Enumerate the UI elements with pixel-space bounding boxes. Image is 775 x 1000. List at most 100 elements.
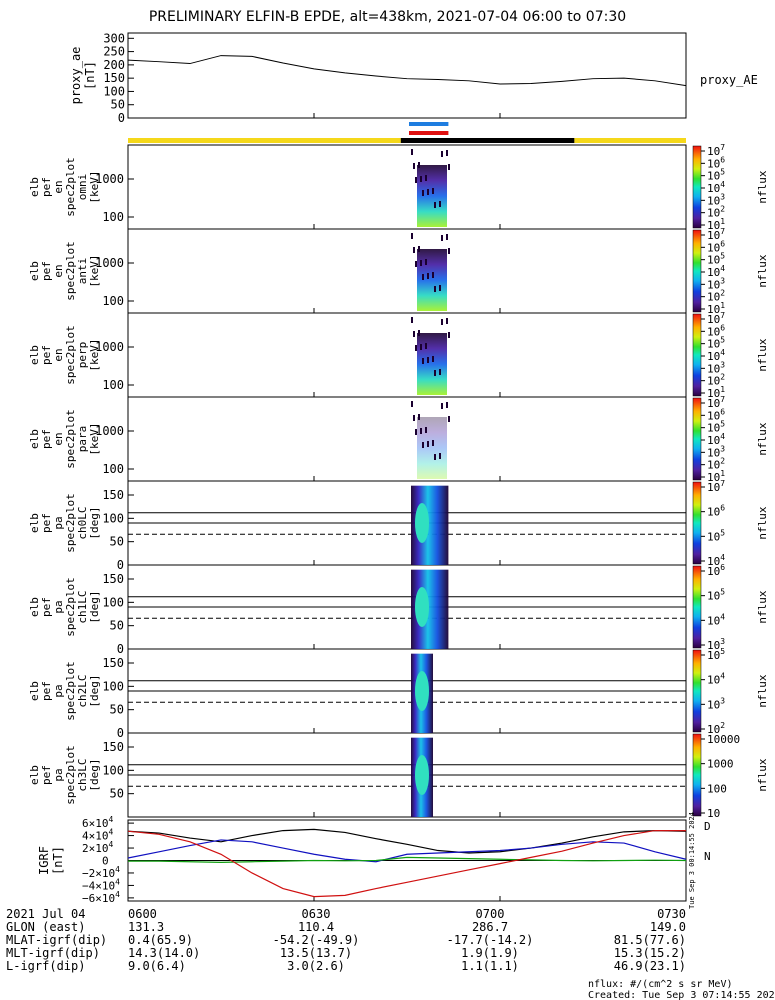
colorbar-tick-label-exponent: 5	[720, 647, 725, 656]
proxy-ae-ytick-label: 50	[111, 98, 125, 112]
colorbar-tick-label-exponent: 7	[720, 143, 725, 152]
info-row-value: 81.5(77.6)	[614, 933, 686, 947]
colorbar-tick-label-mantissa: 10	[707, 434, 720, 447]
colorbar-tick-label-mantissa: 10	[707, 375, 720, 388]
spectrogram-ylabel: pa	[52, 600, 65, 613]
igrf-ytick-label: 4×104	[82, 828, 114, 843]
spectrogram-ylabel: pef	[40, 597, 53, 617]
colorbar-tick-label: 104	[707, 612, 725, 627]
info-row-value: 0.4(65.9)	[128, 933, 193, 947]
colorbar-tick-label: 106	[707, 239, 725, 254]
colorbar-tick-label-mantissa: 10	[707, 723, 720, 736]
science-marker-bar	[409, 122, 449, 126]
colorbar-tick-label-mantissa: 10	[707, 555, 720, 568]
proxy-ae-ytick-label: 250	[103, 45, 125, 59]
spectrogram-noise-pixel	[420, 176, 422, 182]
colorbar-tick-label-mantissa: 10	[707, 338, 720, 351]
spectrogram-ylabel: [keV]	[88, 422, 101, 455]
colorbar-tick-label: 107	[707, 311, 725, 326]
colorbar-tick-label: 103	[707, 276, 725, 291]
colorbar-tick-label-exponent: 4	[720, 180, 725, 189]
igrf-label-n: N	[704, 850, 711, 863]
colorbar-tick-label-mantissa: 10	[707, 182, 720, 195]
spectrogram-ylabel: elb	[28, 681, 41, 701]
colorbar-tick-label: 104	[707, 432, 725, 447]
spectrogram-ylabel: [deg]	[88, 590, 101, 623]
proxy-ae-legend: proxy_AE	[700, 73, 758, 87]
colorbar-tick-label: 10	[707, 807, 720, 820]
spectrogram-noise-pixel	[415, 261, 417, 267]
spectrogram-ylabel: [deg]	[88, 758, 101, 791]
colorbar-tick-label: 106	[707, 323, 725, 338]
spectrogram-ylabel: anti	[76, 258, 89, 285]
igrf-ytick-label-exponent: 4	[109, 840, 114, 849]
colorbar-tick-label-mantissa: 10	[707, 207, 720, 220]
igrf-ytick-label-exponent: 4	[109, 828, 114, 837]
spectrogram-noise-pixel	[434, 286, 436, 292]
colorbar-tick-label-exponent: 2	[720, 289, 725, 298]
spectrogram-ytick-label: 100	[102, 210, 124, 224]
colorbar-tick-label-exponent: 7	[720, 227, 725, 236]
igrf-ytick-label-mantissa: 2×10	[82, 842, 109, 855]
colorbar-tick-label-mantissa: 10	[707, 459, 720, 472]
igrf-label-d: D	[704, 820, 711, 833]
spectrogram-ytick-label: 100	[102, 462, 124, 476]
colorbar-tick-label: 105	[707, 647, 725, 662]
colorbar-tick-label-mantissa: 10	[707, 303, 720, 316]
colorbar-tick-label: 105	[707, 420, 725, 435]
proxy-ae-line	[127, 55, 687, 87]
igrf-line-blue	[127, 839, 687, 863]
spectrogram-noise-pixel	[415, 429, 417, 435]
info-row-label: MLAT-igrf(dip)	[6, 933, 107, 947]
colorbar-tick-label-mantissa: 10	[707, 422, 720, 435]
colorbar-tick-label-exponent: 3	[720, 637, 725, 646]
colorbar-tick-label-exponent: 5	[720, 168, 725, 177]
colorbar-tick-label-mantissa: 10	[707, 409, 720, 422]
igrf-ytick-label: 6×104	[82, 815, 114, 830]
colorbar-label: nflux	[756, 674, 769, 707]
colorbar-tick-label-mantissa: 10	[707, 481, 720, 494]
spectrogram-noise-pixel	[432, 272, 434, 278]
colorbar-label: nflux	[756, 422, 769, 455]
spectrogram-noise-pixel	[441, 319, 443, 325]
colorbar-tick-label: 104	[707, 264, 725, 279]
pitch-angle-core	[415, 503, 429, 543]
colorbar-tick-label-mantissa: 10000	[707, 733, 740, 746]
colorbar-label: nflux	[756, 758, 769, 791]
colorbar-label: nflux	[756, 254, 769, 287]
info-row-label: MLT-igrf(dip)	[6, 946, 100, 960]
proxy-ae-ytick-label: 300	[103, 31, 125, 45]
spectrogram-noise-pixel	[446, 150, 448, 156]
colorbar-tick-label-mantissa: 10	[707, 313, 720, 326]
colorbar-tick-label-mantissa: 10	[707, 387, 720, 400]
colorbar-tick-label-exponent: 4	[720, 672, 725, 681]
info-row-label: GLON (east)	[6, 920, 85, 934]
spectrogram-ytick-label: 1000	[95, 340, 124, 354]
colorbar-tick-label-mantissa: 10	[707, 157, 720, 170]
spectrogram-ylabel: spec2plot	[64, 157, 77, 217]
spectrogram-ylabel: spec2plot	[64, 661, 77, 721]
orbit-bar-segment	[574, 138, 686, 143]
igrf-ylabel: [nT]	[51, 846, 65, 875]
colorbar-tick-label-exponent: 6	[720, 563, 725, 572]
colorbar-tick-label-mantissa: 100	[707, 782, 727, 795]
colorbar-tick-label: 101	[707, 385, 725, 400]
igrf-line-red	[127, 829, 686, 898]
colorbar-tick-label: 105	[707, 168, 725, 183]
spectrogram-ylabel: pef	[40, 765, 53, 785]
info-row-value: -54.2(-49.9)	[273, 933, 360, 947]
spectrogram-ylabel: pef	[40, 429, 53, 449]
colorbar-tick-label-mantissa: 10	[707, 362, 720, 375]
spectrogram-noise-pixel	[413, 163, 415, 169]
colorbar-tick-label-exponent: 1	[720, 469, 725, 478]
colorbar-tick-label: 105	[707, 252, 725, 267]
igrf-ytick-label-mantissa: −4×10	[82, 879, 115, 892]
spectrogram-noise-pixel	[439, 201, 441, 207]
spectrogram-noise-pixel	[418, 414, 420, 420]
info-row-value: 3.0(2.6)	[287, 959, 345, 973]
spectrogram-ytick-label: 50	[110, 619, 124, 633]
spectrogram-noise-pixel	[413, 415, 415, 421]
spectrogram-ylabel: spec2plot	[64, 325, 77, 385]
spectrogram-noise-pixel	[446, 234, 448, 240]
